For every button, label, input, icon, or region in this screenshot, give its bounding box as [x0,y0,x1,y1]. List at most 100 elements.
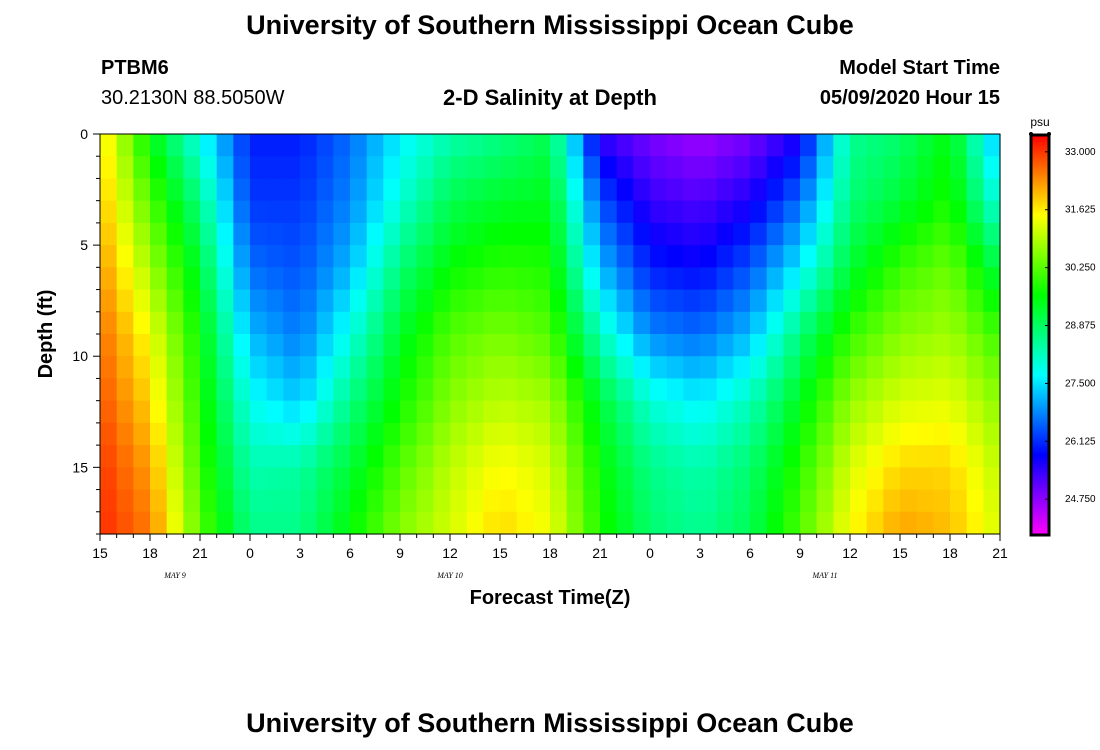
heatmap-cell [733,334,751,357]
heatmap-cell [533,334,551,357]
heatmap-cell [933,222,951,246]
heatmap-cell [416,311,434,335]
heatmap-cell [566,356,584,380]
heatmap-cell [550,378,568,402]
heatmap-cell [933,378,951,402]
heatmap-cell [733,222,751,246]
heatmap-cell [350,289,368,313]
heatmap-cell [916,445,934,468]
heatmap-cell [916,200,934,224]
colorbar-tick-label: 24.750 [1065,494,1096,505]
date-label: MAY 9 [163,571,186,580]
heatmap-cell [250,178,268,202]
heatmap-cell [133,267,151,291]
y-tick-label: 5 [80,237,88,253]
heatmap-cell [916,178,934,202]
heatmap-cell [350,134,368,157]
heatmap-cell [300,156,318,180]
heatmap-cell [416,200,434,224]
heatmap-cell [883,489,901,513]
heatmap-cell [116,467,134,491]
heatmap-cell [516,400,534,424]
heatmap-cell [166,467,184,491]
heatmap-cell [316,400,334,424]
heatmap-cell [183,489,201,513]
heatmap-cell [883,156,901,180]
heatmap-cell [383,289,401,313]
heatmap-cell [933,178,951,202]
heatmap-cell [950,511,968,535]
heatmap-cell [350,511,368,535]
heatmap-cell [766,511,784,535]
heatmap-cell [633,400,651,424]
heatmap-cell [733,200,751,224]
heatmap-cell [716,178,734,202]
heatmap-cell [383,511,401,535]
heatmap-cell [916,378,934,402]
heatmap-cell [616,467,634,491]
heatmap-cell [583,134,601,157]
heatmap-cell [533,422,551,446]
heatmap-cell [266,400,284,424]
heatmap-cell [766,445,784,468]
heatmap-cell [733,422,751,446]
heatmap-cell [850,289,868,313]
heatmap-cell [200,289,218,313]
heatmap-cell [683,311,701,335]
heatmap-cell [250,334,268,357]
heatmap-cell [633,378,651,402]
heatmap-cell [450,200,468,224]
heatmap-cell [883,311,901,335]
heatmap-cell [716,134,734,157]
heatmap-cell [966,267,984,291]
heatmap-cell [766,422,784,446]
heatmap-cell [766,378,784,402]
x-tick-label: 21 [192,545,208,561]
heatmap-cell [383,422,401,446]
heatmap-cell [700,289,718,313]
heatmap-cell [866,378,884,402]
heatmap-cell [733,378,751,402]
heatmap-cell [616,311,634,335]
heatmap-cell [433,489,451,513]
x-tick-label: 18 [542,545,558,561]
heatmap-cell [283,356,301,380]
heatmap-cell [650,422,668,446]
heatmap-cell [216,378,234,402]
heatmap-cell [750,334,768,357]
heatmap-cell [433,267,451,291]
date-label: MAY 11 [812,571,838,580]
heatmap-cell [866,267,884,291]
heatmap-cell [650,445,668,468]
heatmap-cell [350,422,368,446]
heatmap-cell [400,134,418,157]
heatmap-cell [450,156,468,180]
heatmap-cell [116,356,134,380]
heatmap-cell [566,511,584,535]
heatmap-cell [366,311,384,335]
heatmap-cell [716,378,734,402]
heatmap-cell [700,267,718,291]
heatmap-cell [216,222,234,246]
heatmap-cell [533,511,551,535]
heatmap-cell [533,267,551,291]
heatmap-cell [566,467,584,491]
heatmap-cell [700,245,718,268]
heatmap-cell [883,289,901,313]
heatmap-cell [100,334,118,357]
heatmap-cell [450,134,468,157]
heatmap-cell [866,400,884,424]
heatmap-cell [233,178,251,202]
heatmap-cell [850,378,868,402]
heatmap-cell [416,134,434,157]
heatmap-cell [666,467,684,491]
heatmap-cell [716,356,734,380]
heatmap-cell [100,489,118,513]
heatmap-cell [883,445,901,468]
heatmap-cell [916,356,934,380]
heatmap-cell [683,245,701,268]
heatmap-cell [100,134,118,157]
heatmap-cell [800,489,818,513]
heatmap-cell [733,356,751,380]
heatmap-cell [966,400,984,424]
